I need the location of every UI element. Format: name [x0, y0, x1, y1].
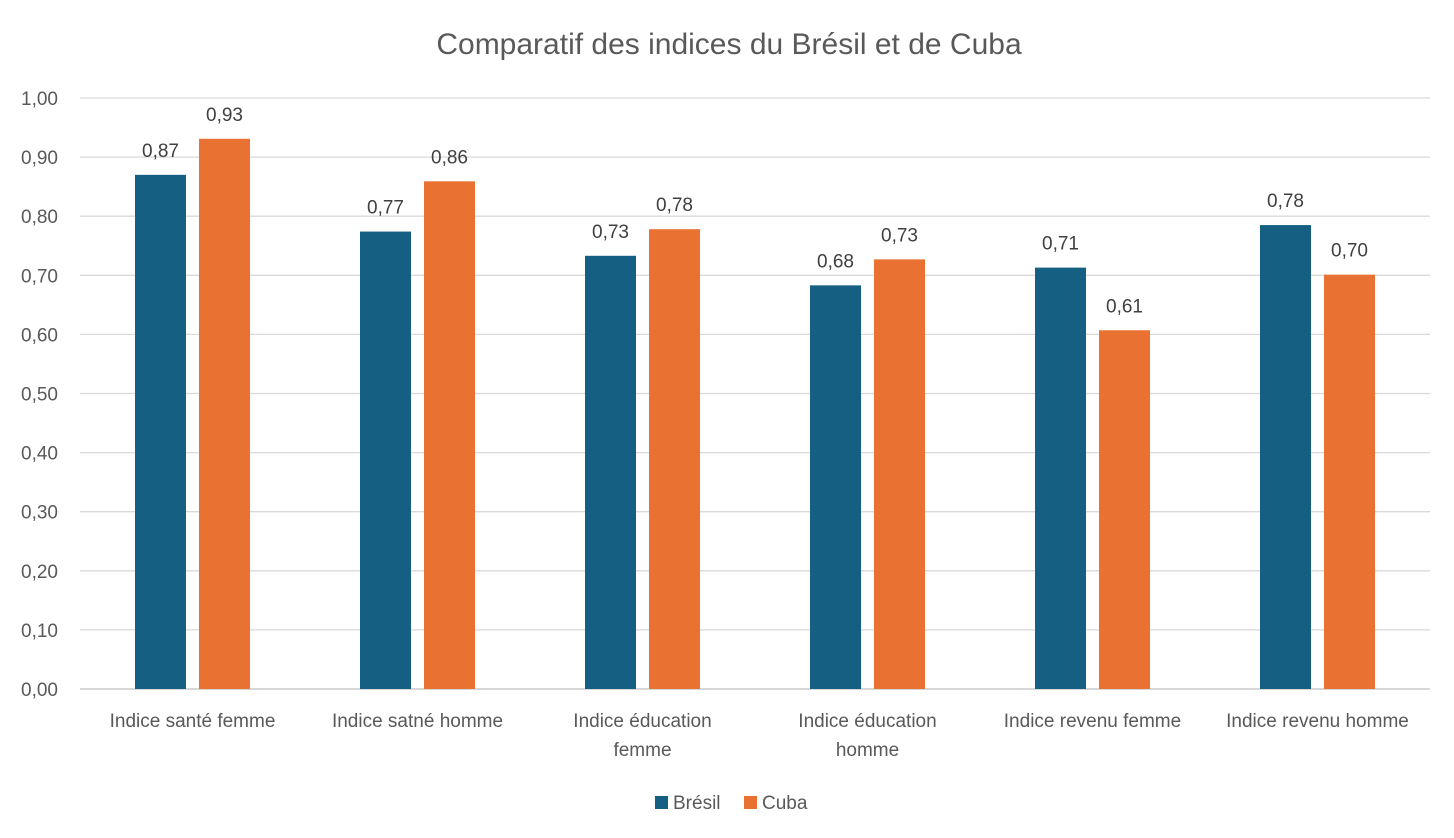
x-tick-label: Indice satné homme — [332, 711, 503, 732]
chart-title: Comparatif des indices du Brésil et de C… — [436, 28, 1022, 61]
data-labels: 0,87 0,93 0,77 0,86 0,73 0,78 0,68 0,73 0,71 0,61… — [142, 105, 1368, 317]
y-tick-label: 0,00 — [21, 680, 58, 701]
data-label: 0,73 — [881, 225, 918, 246]
bar-brsil-4 — [1035, 267, 1086, 689]
bar-cuba-3 — [874, 259, 925, 689]
bar-brsil-3 — [810, 285, 861, 689]
legend: Brésil Cuba — [655, 793, 808, 814]
y-axis-tick-labels: 0,00 0,10 0,20 0,30 0,40 0,50 0,60 0,70 0,80 0,90… — [21, 89, 58, 701]
y-tick-label: 0,60 — [21, 325, 58, 346]
x-tick-label: Indice santé femme — [110, 711, 276, 732]
x-tick-label: Indice revenu homme — [1226, 711, 1409, 732]
legend-swatch — [655, 796, 668, 809]
data-label: 0,61 — [1106, 296, 1143, 317]
x-axis-tick-labels: Indice santé femme Indice satné homme Indi… — [110, 711, 1409, 761]
data-label: 0,93 — [206, 105, 243, 126]
data-label: 0,70 — [1331, 241, 1368, 262]
data-label: 0,78 — [1267, 191, 1304, 212]
y-tick-label: 0,10 — [21, 621, 58, 642]
data-label: 0,68 — [817, 251, 854, 272]
x-tick-label: Indice revenu femme — [1004, 711, 1181, 732]
x-tick-label: femme — [613, 740, 671, 761]
y-tick-label: 0,50 — [21, 385, 58, 406]
bar-cuba-0 — [199, 138, 250, 690]
y-tick-label: 0,90 — [21, 148, 58, 169]
bar-brsil-1 — [360, 231, 411, 690]
y-tick-label: 0,80 — [21, 207, 58, 228]
y-tick-label: 0,70 — [21, 266, 58, 287]
data-label: 0,87 — [142, 141, 179, 162]
data-label: 0,78 — [656, 195, 693, 216]
bar-cuba-5 — [1324, 274, 1375, 689]
legend-swatch — [744, 796, 757, 809]
legend-label: Cuba — [762, 793, 808, 814]
y-tick-label: 0,30 — [21, 503, 58, 524]
y-tick-label: 1,00 — [21, 89, 58, 110]
x-tick-label: Indice éducation — [573, 711, 711, 732]
legend-label: Brésil — [673, 793, 721, 814]
bars — [135, 138, 1375, 690]
bar-cuba-2 — [649, 229, 700, 689]
y-tick-label: 0,40 — [21, 444, 58, 465]
gridlines — [80, 97, 1430, 690]
bar-cuba-1 — [424, 181, 475, 689]
bar-brsil-2 — [585, 255, 636, 689]
x-tick-label: Indice éducation — [798, 711, 936, 732]
x-tick-label: homme — [836, 740, 899, 761]
data-label: 0,77 — [367, 198, 404, 219]
bar-cuba-4 — [1099, 330, 1150, 689]
bar-brsil-5 — [1260, 225, 1311, 689]
data-label: 0,73 — [592, 222, 629, 243]
data-label: 0,86 — [431, 147, 468, 168]
data-label: 0,71 — [1042, 234, 1079, 255]
bar-brsil-0 — [135, 174, 186, 689]
y-tick-label: 0,20 — [21, 562, 58, 583]
